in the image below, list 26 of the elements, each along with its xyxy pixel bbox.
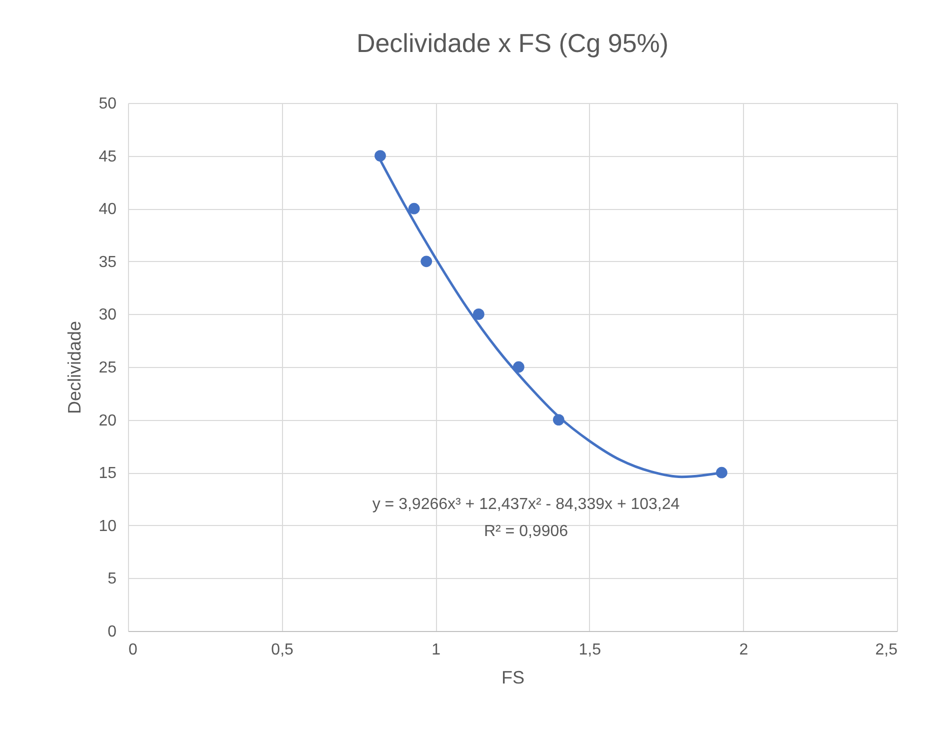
y-tick-label: 35 xyxy=(98,254,117,271)
x-tick-label: 1,5 xyxy=(578,642,602,658)
y-tick-label: 50 xyxy=(98,96,117,112)
x-axis-title: FS xyxy=(501,668,525,688)
y-tick-label: 45 xyxy=(98,148,117,166)
y-tick-label: 15 xyxy=(98,465,117,482)
point xyxy=(472,308,484,320)
x-tick-label: 0,5 xyxy=(271,642,294,658)
annotation: R² = 0,9906 xyxy=(484,523,568,540)
x-tick-label: 1 xyxy=(432,642,441,658)
x-tick-label: 2,5 xyxy=(875,642,898,658)
point xyxy=(420,256,432,268)
chart-title: Declividade x FS (Cg 95%) xyxy=(356,28,669,58)
x-tick-label: 2 xyxy=(739,642,748,658)
point xyxy=(374,150,386,162)
x-tick-label: 0 xyxy=(128,642,138,658)
y-tick-label: 0 xyxy=(108,624,117,640)
annotation: y = 3,9266x³ + 12,437x² - 84,339x + 103,24 xyxy=(372,496,680,513)
y-tick-label: 30 xyxy=(98,306,117,324)
y-tick-label: 20 xyxy=(98,412,117,430)
y-tick-label: 40 xyxy=(98,201,117,218)
y-tick-label: 25 xyxy=(98,360,117,376)
point xyxy=(408,202,420,214)
y-tick-label: 10 xyxy=(98,518,117,535)
y-axis-title: Declividade xyxy=(64,320,85,414)
y-tick-label: 5 xyxy=(108,570,117,588)
